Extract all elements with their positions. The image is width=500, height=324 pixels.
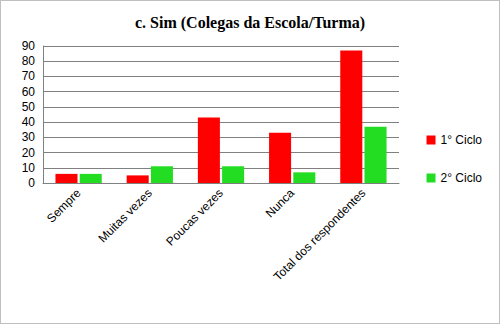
svg-text:60: 60 xyxy=(22,85,36,99)
svg-text:1° Ciclo: 1° Ciclo xyxy=(441,133,483,147)
svg-text:10: 10 xyxy=(22,161,36,175)
svg-text:20: 20 xyxy=(22,146,36,160)
svg-text:90: 90 xyxy=(22,39,36,53)
svg-text:Poucas vezes: Poucas vezes xyxy=(163,186,226,249)
svg-text:Muitas vezes: Muitas vezes xyxy=(95,186,154,245)
svg-text:Nunca: Nunca xyxy=(263,186,298,221)
svg-text:80: 80 xyxy=(22,54,36,68)
svg-text:30: 30 xyxy=(22,130,36,144)
svg-text:0: 0 xyxy=(28,176,35,190)
svg-text:c. Sim (Colegas da Escola/Turm: c. Sim (Colegas da Escola/Turma) xyxy=(135,14,365,32)
svg-text:2° Ciclo: 2° Ciclo xyxy=(441,171,483,185)
svg-text:40: 40 xyxy=(22,115,36,129)
svg-text:Total dos respondentes: Total dos respondentes xyxy=(271,186,369,284)
svg-text:70: 70 xyxy=(22,69,36,83)
svg-text:Sempre: Sempre xyxy=(44,186,84,226)
svg-text:50: 50 xyxy=(22,100,36,114)
